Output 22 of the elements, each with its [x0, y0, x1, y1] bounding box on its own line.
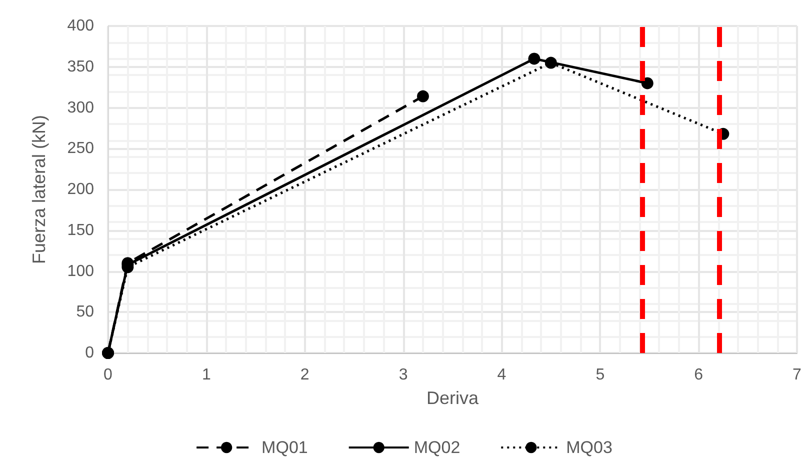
x-tick-label: 4 — [497, 366, 506, 384]
y-tick-label: 150 — [67, 222, 94, 239]
y-tick-label: 0 — [85, 344, 94, 362]
legend-label: MQ01 — [262, 438, 308, 457]
legend-label: MQ02 — [414, 438, 460, 457]
x-tick-label: 3 — [398, 366, 408, 384]
y-axis-title: Fuerza lateral (kN) — [29, 114, 49, 264]
y-tick-label: 300 — [67, 99, 94, 116]
x-tick-label: 2 — [300, 366, 310, 384]
x-tick-label: 0 — [104, 366, 113, 384]
y-tick-label: 400 — [67, 18, 94, 34]
x-tick-label: 5 — [596, 366, 605, 384]
x-tick-label: 7 — [792, 366, 802, 384]
x-tick-label: 6 — [694, 366, 704, 384]
x-axis-title: Deriva — [426, 388, 480, 408]
x-tick-label: 1 — [202, 366, 211, 384]
y-tick-label: 250 — [67, 140, 94, 158]
y-tick-label: 50 — [76, 304, 94, 321]
y-tick-label: 200 — [67, 181, 94, 198]
y-tick-label: 350 — [67, 58, 94, 76]
y-tick-label: 100 — [67, 262, 94, 280]
legend-label: MQ03 — [566, 438, 612, 457]
